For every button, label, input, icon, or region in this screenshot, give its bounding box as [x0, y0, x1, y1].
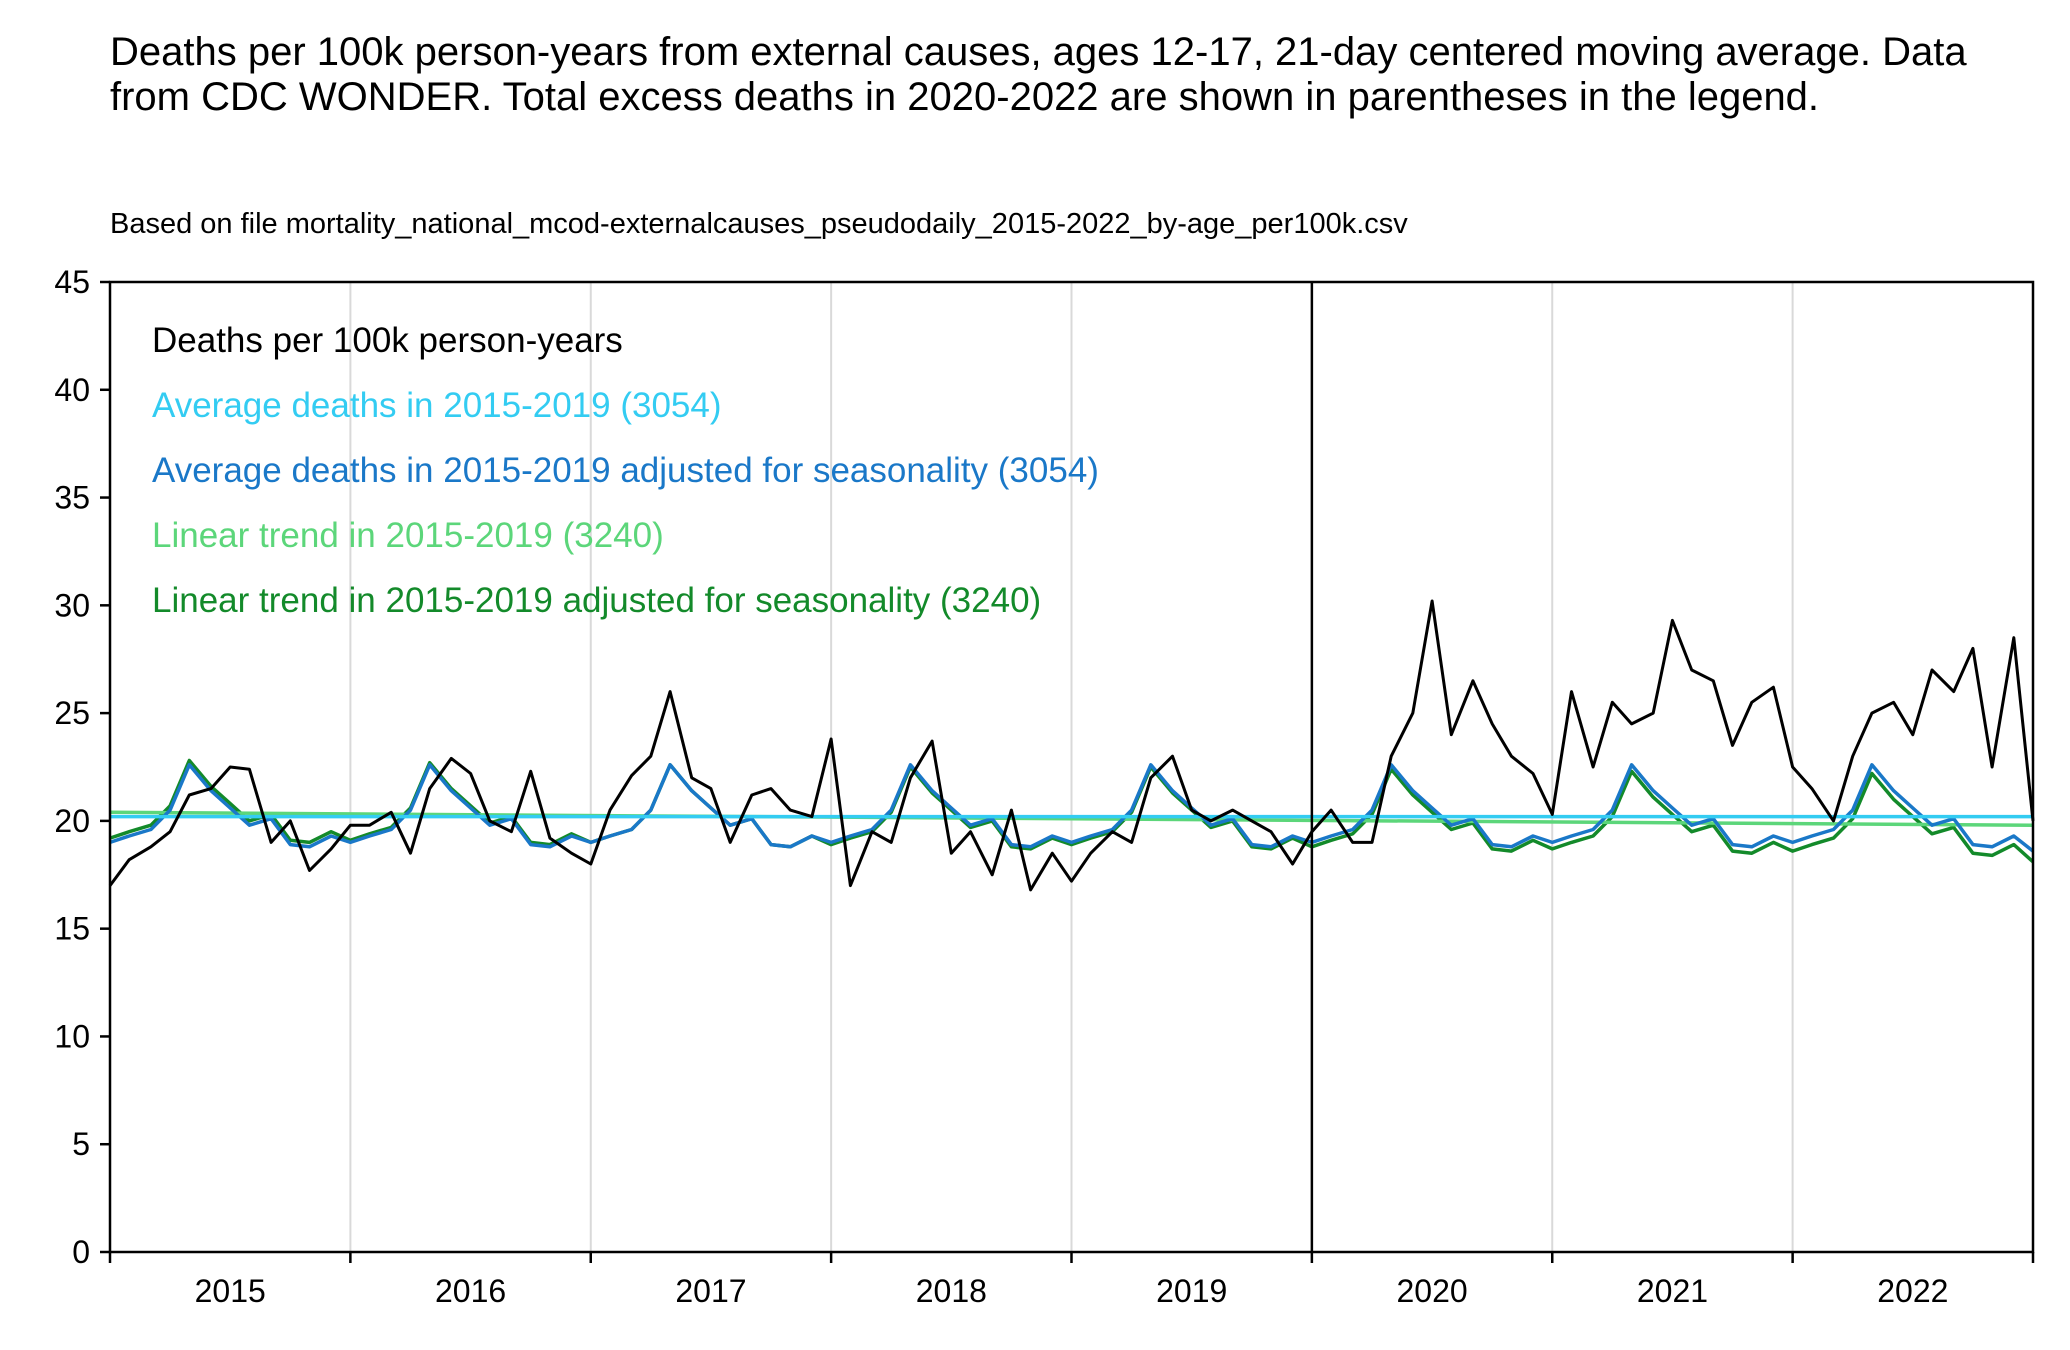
legend-entry-4: Linear trend in 2015-2019 adjusted for s… — [152, 581, 1041, 620]
x-tick-label: 2017 — [675, 1273, 746, 1309]
legend: Deaths per 100k person-years Average deat… — [152, 321, 1099, 620]
y-tick-label: 10 — [54, 1018, 90, 1054]
legend-entry-3: Linear trend in 2015-2019 (3240) — [152, 516, 664, 555]
chart-title: Deaths per 100k person-years from extern… — [110, 30, 1967, 119]
x-tick-label: 2018 — [916, 1273, 987, 1309]
series-line-2 — [109, 763, 2035, 853]
series-line-3 — [109, 810, 2034, 827]
x-tick-label: 2019 — [1156, 1273, 1227, 1309]
y-tick-label: 15 — [54, 911, 90, 947]
grid-lines — [349, 282, 1794, 1252]
legend-entry-1: Average deaths in 2015-2019 (3054) — [152, 386, 722, 425]
x-tick-label: 2016 — [435, 1273, 506, 1309]
x-tick-label: 2020 — [1396, 1273, 1467, 1309]
legend-title: Deaths per 100k person-years — [152, 321, 623, 360]
y-tick-label: 25 — [54, 695, 90, 731]
y-tick-label: 30 — [54, 587, 90, 623]
x-tick-label: 2021 — [1637, 1273, 1708, 1309]
y-tick-label: 5 — [72, 1126, 90, 1162]
series-line-4 — [109, 758, 2035, 864]
y-tick-label: 0 — [72, 1234, 90, 1270]
y-tick-label: 45 — [54, 264, 90, 300]
y-tick-label: 40 — [54, 372, 90, 408]
x-tick-label: 2015 — [195, 1273, 266, 1309]
x-tick-label: 2022 — [1877, 1273, 1948, 1309]
axes: 0 5 10 15 20 25 30 35 40 45 2015 2016 2017 2018 2019 20… — [54, 264, 2035, 1309]
legend-entry-2: Average deaths in 2015-2019 adjusted for… — [152, 451, 1099, 490]
series-line-0 — [108, 599, 2035, 892]
y-tick-label: 20 — [54, 803, 90, 839]
series-layer — [108, 599, 2035, 892]
chart-subtitle: Based on file mortality_national_mcod-ex… — [110, 208, 1408, 240]
y-tick-label: 35 — [54, 480, 90, 516]
